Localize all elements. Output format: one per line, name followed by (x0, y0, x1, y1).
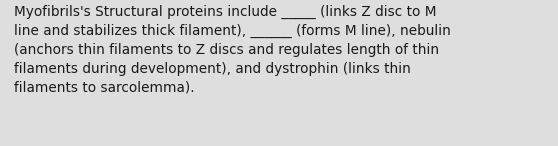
Text: Myofibrils's Structural proteins include _____ (links Z disc to M
line and stabi: Myofibrils's Structural proteins include… (14, 4, 451, 94)
